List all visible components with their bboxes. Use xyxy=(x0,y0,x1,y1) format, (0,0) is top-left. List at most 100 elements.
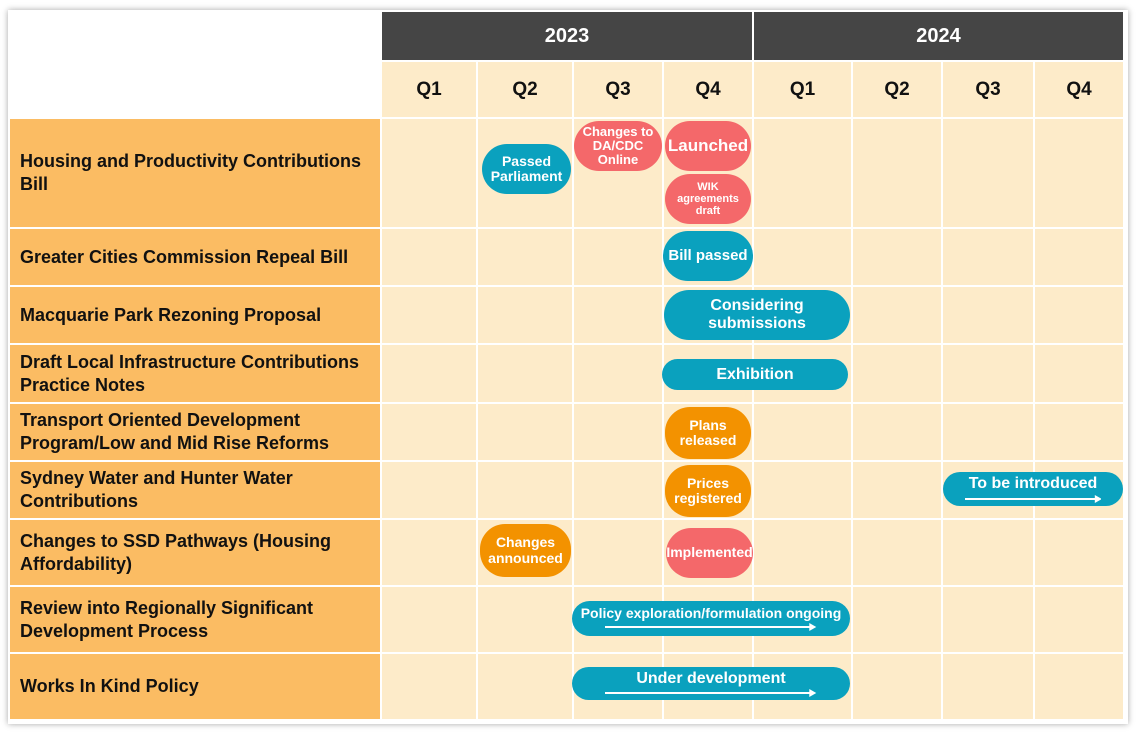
grid-cell xyxy=(943,345,1033,402)
grid-cell xyxy=(478,654,572,719)
grid-cell xyxy=(754,404,851,460)
milestone-label: Changes to DA/CDC Online xyxy=(582,123,654,168)
row-label: Draft Local Infrastructure Contributions… xyxy=(10,345,380,402)
milestone: Bill passed xyxy=(663,231,753,281)
grid-cell xyxy=(943,119,1033,227)
grid-cell xyxy=(1035,287,1123,343)
grid-cell xyxy=(382,119,476,227)
milestone-label: Prices registered xyxy=(674,474,742,506)
grid-cell xyxy=(382,345,476,402)
grid-cell xyxy=(1035,654,1123,719)
grid-cell xyxy=(478,587,572,652)
grid-cell xyxy=(382,520,476,585)
row-label: Transport Oriented Development Program/L… xyxy=(10,404,380,460)
milestone-label: Under development xyxy=(636,669,786,687)
quarter-header: Q4 xyxy=(664,62,752,117)
row-label: Review into Regionally Significant Devel… xyxy=(10,587,380,652)
year-header: 2024 xyxy=(754,12,1123,60)
milestone: Launched xyxy=(665,121,751,171)
grid-cell xyxy=(853,404,941,460)
row-label: Greater Cities Commission Repeal Bill xyxy=(10,229,380,285)
grid-cell xyxy=(754,462,851,518)
arrow xyxy=(964,493,1102,503)
grid-cell xyxy=(853,229,941,285)
grid-cell xyxy=(853,520,941,585)
grid-cell xyxy=(853,587,941,652)
grid-cell xyxy=(478,287,572,343)
grid-cell xyxy=(574,229,662,285)
milestone: Changes to DA/CDC Online xyxy=(574,121,662,171)
grid-cell xyxy=(853,462,941,518)
quarter-header: Q3 xyxy=(574,62,662,117)
milestone: Changes announced xyxy=(480,524,571,577)
grid-cell xyxy=(943,587,1033,652)
row-label: Sydney Water and Hunter Water Contributi… xyxy=(10,462,380,518)
grid-cell xyxy=(943,520,1033,585)
grid-cell xyxy=(382,404,476,460)
grid-cell xyxy=(478,229,572,285)
quarter-header: Q3 xyxy=(943,62,1033,117)
grid-cell xyxy=(754,520,851,585)
milestone: Implemented xyxy=(666,528,753,578)
grid-cell xyxy=(574,462,662,518)
grid-cell xyxy=(1035,404,1123,460)
grid-cell xyxy=(382,462,476,518)
milestone: To be introduced xyxy=(943,472,1123,506)
grid-cell xyxy=(478,462,572,518)
milestone-label: Launched xyxy=(667,135,749,155)
grid-cell xyxy=(943,404,1033,460)
row-label: Macquarie Park Rezoning Proposal xyxy=(10,287,380,343)
grid-cell xyxy=(754,119,851,227)
quarter-header: Q4 xyxy=(1035,62,1123,117)
year-header: 2023 xyxy=(382,12,752,60)
grid-cell xyxy=(943,654,1033,719)
grid-cell xyxy=(382,229,476,285)
grid-cell xyxy=(574,404,662,460)
milestone: Exhibition xyxy=(662,359,848,390)
grid-cell xyxy=(478,345,572,402)
row-label: Changes to SSD Pathways (Housing Afforda… xyxy=(10,520,380,585)
grid-cell xyxy=(943,287,1033,343)
grid-cell xyxy=(1035,345,1123,402)
milestone: Considering submissions xyxy=(664,290,850,340)
grid-cell xyxy=(853,119,941,227)
grid-cell xyxy=(853,345,941,402)
grid-cell xyxy=(853,654,941,719)
grid-cell xyxy=(943,229,1033,285)
milestone-label: Policy exploration/formulation ongoing xyxy=(580,604,842,621)
quarter-header: Q1 xyxy=(382,62,476,117)
milestone: Prices registered xyxy=(665,465,751,517)
grid-cell xyxy=(478,404,572,460)
milestone-label: Considering submissions xyxy=(708,297,806,332)
grid-cell xyxy=(382,287,476,343)
grid-cell xyxy=(382,587,476,652)
grid-cell xyxy=(853,287,941,343)
milestone-label: Passed Parliament xyxy=(490,152,563,184)
arrow xyxy=(605,687,817,698)
grid-cell xyxy=(382,654,476,719)
grid-cell xyxy=(754,229,851,285)
milestone-label: WIK agreements draft xyxy=(677,180,739,218)
milestone-label: Implemented xyxy=(666,544,753,561)
milestone: Plans released xyxy=(665,407,751,459)
row-label: Works In Kind Policy xyxy=(10,654,380,719)
milestone: Policy exploration/formulation ongoing xyxy=(572,601,850,636)
grid-cell xyxy=(1035,229,1123,285)
quarter-header: Q2 xyxy=(478,62,572,117)
row-label: Housing and Productivity Contributions B… xyxy=(10,119,380,227)
milestone: Passed Parliament xyxy=(482,144,571,194)
grid-cell xyxy=(574,345,662,402)
quarter-header: Q1 xyxy=(754,62,851,117)
grid-cell xyxy=(1035,520,1123,585)
grid-cell xyxy=(1035,119,1123,227)
arrow xyxy=(605,621,817,632)
grid-cell xyxy=(574,287,662,343)
grid-cell xyxy=(1035,587,1123,652)
milestone-label: Bill passed xyxy=(668,246,748,264)
milestone: WIK agreements draft xyxy=(665,174,751,224)
milestone-label: To be introduced xyxy=(968,475,1098,493)
quarter-header: Q2 xyxy=(853,62,941,117)
milestone-label: Plans released xyxy=(679,416,737,448)
milestone-label: Changes announced xyxy=(488,534,563,566)
